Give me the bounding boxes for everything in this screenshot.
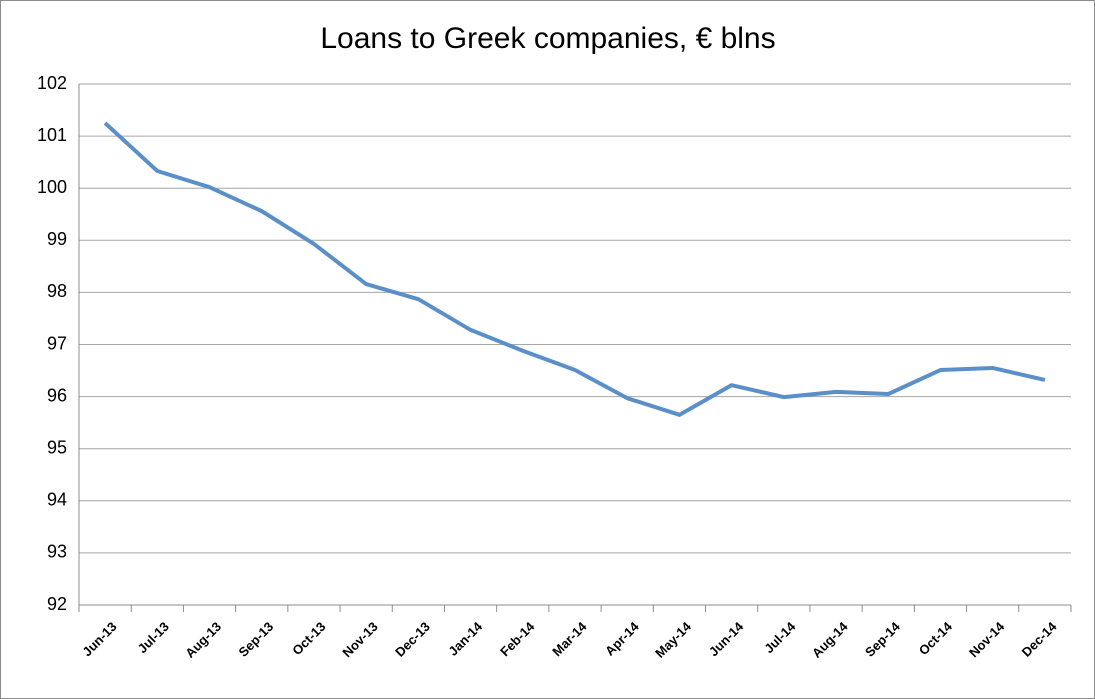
data-line [103, 121, 1046, 417]
y-tick-label: 95 [47, 437, 67, 457]
y-tick-label: 97 [47, 333, 67, 353]
y-tick-label: 99 [47, 229, 67, 249]
y-tick-label: 94 [47, 490, 67, 510]
y-tick-label: 101 [37, 125, 67, 145]
y-tick-label: 92 [47, 594, 67, 614]
y-tick-label: 96 [47, 385, 67, 405]
y-tick-label: 102 [37, 73, 67, 93]
y-tick-label: 98 [47, 281, 67, 301]
chart-title: Loans to Greek companies, € blns [320, 22, 775, 55]
y-tick-label: 100 [37, 177, 67, 197]
y-tick-label: 93 [47, 542, 67, 562]
